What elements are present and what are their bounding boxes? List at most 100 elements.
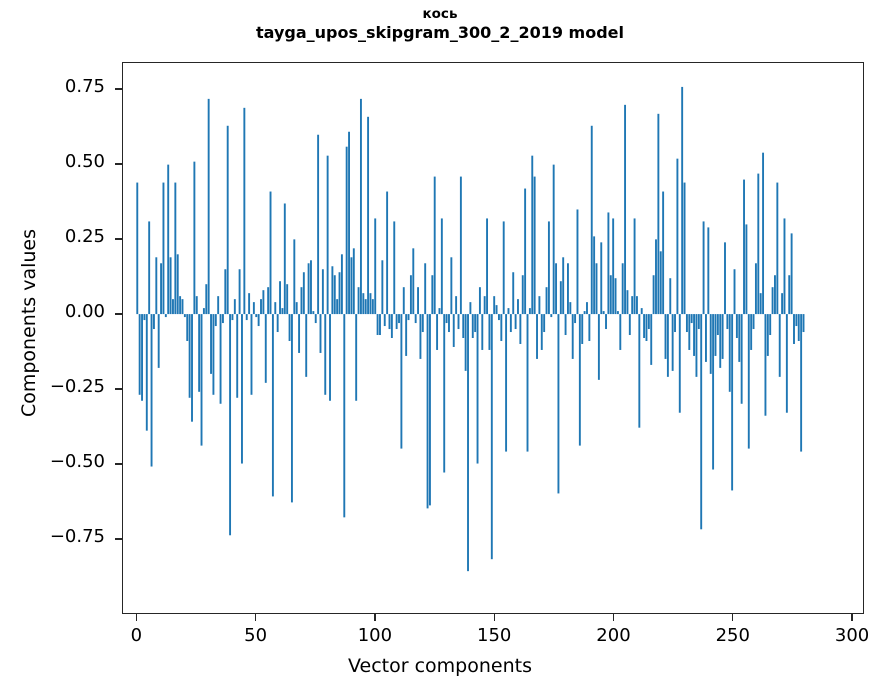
bar	[631, 296, 634, 315]
bar	[295, 302, 298, 315]
bar	[562, 257, 565, 315]
bar	[312, 311, 315, 315]
bar	[766, 314, 769, 356]
bar	[283, 203, 286, 315]
bar	[583, 311, 586, 315]
bar	[333, 275, 336, 315]
bar	[619, 314, 622, 350]
bar	[250, 314, 253, 395]
y-tick-label: −0.50	[49, 451, 105, 472]
bar	[659, 251, 662, 315]
bar	[738, 314, 741, 362]
bar	[136, 182, 139, 315]
bar	[578, 314, 581, 446]
bar	[179, 296, 182, 315]
bar	[707, 227, 710, 315]
bar	[145, 314, 148, 431]
bar	[683, 182, 686, 315]
bar	[383, 314, 386, 327]
bar	[271, 314, 274, 497]
bar	[186, 314, 189, 341]
bar	[793, 314, 795, 344]
chart-title: кось tayga_upos_skipgram_300_2_2019 mode…	[0, 6, 880, 43]
x-tick-mark	[493, 614, 495, 621]
bar	[488, 314, 491, 350]
bar	[148, 221, 151, 315]
bar	[693, 314, 696, 356]
x-tick-label: 100	[357, 625, 393, 646]
bar	[369, 293, 372, 315]
bar	[743, 179, 745, 315]
bar	[690, 314, 693, 324]
x-tick-mark	[374, 614, 376, 621]
bar	[685, 314, 688, 333]
bar	[262, 290, 265, 315]
bar	[338, 272, 341, 315]
bar	[776, 182, 779, 315]
bar	[386, 191, 389, 315]
bar	[436, 314, 439, 350]
bar	[445, 314, 448, 324]
bar	[783, 218, 786, 315]
bar	[505, 314, 508, 452]
y-tick-label: 0.25	[64, 226, 105, 247]
bar	[600, 242, 603, 315]
bar	[409, 275, 412, 315]
bar	[293, 239, 296, 315]
bar	[774, 275, 776, 315]
bar	[388, 314, 391, 330]
bar	[164, 314, 167, 318]
bar	[747, 314, 750, 449]
bar	[569, 302, 572, 315]
bar	[181, 299, 184, 315]
bar	[302, 272, 305, 315]
bar	[419, 314, 422, 359]
bar	[576, 209, 579, 315]
bar	[152, 314, 155, 330]
bar	[481, 314, 484, 350]
y-tick-mark	[115, 163, 122, 165]
bar	[721, 314, 724, 359]
bar	[590, 125, 593, 315]
x-tick-label: 50	[244, 625, 268, 646]
bar	[183, 314, 186, 318]
bar	[764, 314, 767, 416]
bar	[605, 314, 607, 330]
bar	[169, 257, 172, 315]
bar	[528, 308, 531, 315]
plot-axes	[122, 62, 864, 614]
bar	[700, 314, 703, 530]
bar	[650, 314, 653, 365]
x-tick-label: 250	[715, 625, 750, 646]
bar	[500, 314, 503, 341]
bar	[426, 314, 429, 509]
bar	[217, 296, 220, 315]
bar	[552, 164, 555, 315]
bar	[790, 233, 793, 315]
bar	[647, 314, 650, 330]
bar	[331, 266, 334, 315]
bar	[214, 314, 217, 327]
bar	[616, 311, 619, 315]
bar	[695, 314, 698, 377]
bar	[195, 296, 198, 315]
bar	[757, 173, 760, 315]
bar	[288, 314, 291, 341]
bar	[264, 314, 267, 383]
bar	[547, 221, 550, 315]
bar	[626, 290, 629, 315]
y-tick-label: −0.75	[49, 526, 105, 547]
bar	[390, 314, 393, 338]
bar	[557, 314, 560, 494]
bar	[398, 314, 400, 324]
bar	[607, 212, 610, 315]
bar	[705, 314, 707, 362]
bar	[188, 314, 191, 398]
bar	[281, 308, 284, 315]
bar	[221, 314, 224, 324]
bar	[424, 263, 427, 315]
bar	[726, 314, 729, 330]
bar	[257, 314, 260, 327]
bar	[376, 314, 379, 336]
bar	[521, 275, 524, 315]
